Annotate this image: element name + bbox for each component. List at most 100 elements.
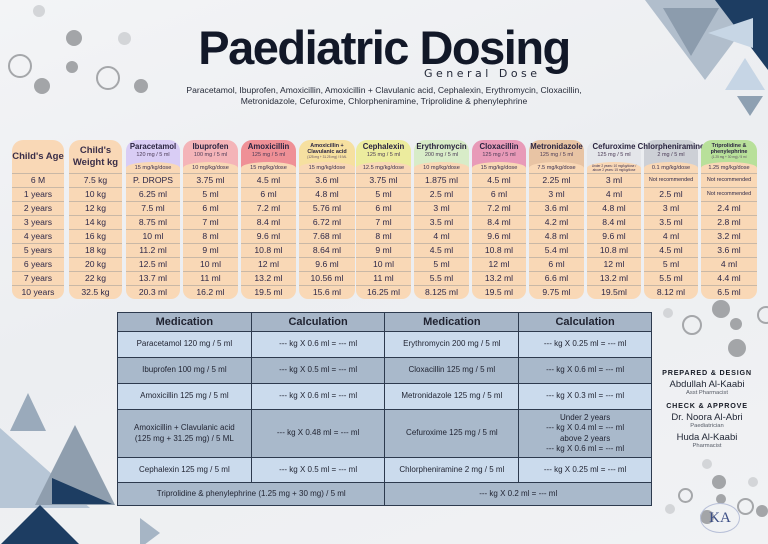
- dose-cell: 4.5 ml: [472, 173, 526, 187]
- dose-cell: 13.2 ml: [472, 271, 526, 285]
- dose-cell: 10 ml: [356, 257, 411, 271]
- cell: 4 years: [12, 229, 64, 243]
- calculation-cell: --- kg X 0.5 ml = --- ml: [250, 357, 386, 384]
- dose-cell: 2.25 ml: [529, 173, 584, 187]
- dose-cell: 4.2 ml: [529, 215, 584, 229]
- dose-cell: 2.5 ml: [644, 187, 698, 201]
- cell: 16 kg: [69, 229, 122, 243]
- dose-cell: 3.75 ml: [183, 173, 238, 187]
- drug-dose: 10 mg/kg/dose: [414, 162, 469, 173]
- dose-cell: 3.6 ml: [529, 201, 584, 215]
- drug-name: Cephalexin: [362, 142, 405, 151]
- column-drug: Cephalexin 125 mg / 5 ml 12.5 mg/kg/dose 3.…: [356, 140, 411, 299]
- dose-cell: 4.8 ml: [299, 187, 355, 201]
- table-row: Triprolidine & phenylephrine (1.25 mg + …: [116, 482, 652, 506]
- calculation-cell: --- kg X 0.48 ml = --- ml: [250, 409, 386, 458]
- dose-cell: 5.76 ml: [299, 201, 355, 215]
- dose-cell: 4 ml: [644, 229, 698, 243]
- drug-concentration: 120 mg / 5 ml: [136, 151, 170, 158]
- drug-name: Amoxicillin + Clavulanic acid: [307, 143, 347, 156]
- column-drug: Paracetamol 120 mg / 5 ml 15 mg/kg/dose P. …: [126, 140, 180, 299]
- cell: 10 years: [12, 285, 64, 299]
- dose-cell: Not recommended: [701, 187, 757, 201]
- dose-cell: 5 ml: [644, 257, 698, 271]
- cell: 10 kg: [69, 187, 122, 201]
- dose-cell: 3.6 ml: [299, 173, 355, 187]
- cell: 5 years: [12, 243, 64, 257]
- calc-line: above 2 years: [559, 433, 611, 443]
- header-calculation-2: Calculation: [518, 312, 652, 332]
- column-cells: Not recommended Not recommended 2.4 ml 2.8 …: [701, 173, 757, 299]
- dose-cell: 10 ml: [126, 229, 180, 243]
- dose-cell: 11.2 ml: [126, 243, 180, 257]
- dose-cell: 8.125 ml: [414, 285, 469, 299]
- dose-cell: 2.4 ml: [701, 201, 757, 215]
- dose-cell: 9 ml: [356, 243, 411, 257]
- calculation-cell: --- kg X 0.2 ml = --- ml: [384, 482, 652, 506]
- dose-cell: 15.6 ml: [299, 285, 355, 299]
- medication-cell: Amoxicillin + Clavulanic acid (125 mg + …: [117, 409, 252, 458]
- dose-cell: 6 ml: [529, 257, 584, 271]
- header-medication-2: Medication: [384, 312, 520, 332]
- dose-cell: 9.75 ml: [529, 285, 584, 299]
- dose-cell: 4 ml: [414, 229, 469, 243]
- column-header: Child's Age: [12, 140, 64, 173]
- medication-cell: Cloxacillin 125 mg / 5 ml: [384, 357, 520, 384]
- dose-cell: 3.5 ml: [414, 215, 469, 229]
- medication-cell: Triprolidine & phenylephrine (1.25 mg + …: [116, 482, 386, 506]
- column-cells: 4.5 ml 6 ml 7.2 ml 8.4 ml 9.6 ml 10.8 ml 12 ml…: [472, 173, 526, 299]
- medication-line: (125 mg + 31.25 mg) / 5 ML: [134, 433, 234, 443]
- dose-cell: 2.8 ml: [701, 215, 757, 229]
- column-drug: Metronidazole 125 mg / 5 ml 7.5 mg/kg/dose…: [529, 140, 584, 299]
- cell: 18 kg: [69, 243, 122, 257]
- column-drug: Amoxicillin + Clavulanic acid (125 mg + 3…: [299, 140, 355, 299]
- dose-cell: 5.4 ml: [529, 243, 584, 257]
- dose-cell: 10.8 ml: [241, 243, 296, 257]
- drug-list: Paracetamol, Ibuprofen, Amoxicillin, Amo…: [150, 85, 618, 107]
- calculation-cell: --- kg X 0.3 ml = --- ml: [518, 383, 652, 410]
- dose-cell: 7 ml: [183, 215, 238, 229]
- drug-dose: 15 mg/kg/dose: [241, 162, 296, 173]
- dose-cell: 6 ml: [183, 201, 238, 215]
- medication-cell: Amoxicillin 125 mg / 5 ml: [117, 383, 252, 410]
- calculation-cell: --- kg X 0.25 ml = --- ml: [518, 457, 652, 483]
- column-cells: P. DROPS 6.25 ml 7.5 ml 8.75 ml 10 ml 11.2 ml…: [126, 173, 180, 299]
- dose-cell: 9.6 ml: [472, 229, 526, 243]
- dose-cell: 10.8 ml: [587, 243, 641, 257]
- table-row: Ibuprofen 100 mg / 5 ml --- kg X 0.5 ml …: [117, 357, 652, 384]
- column-cells: 4.5 ml 6 ml 7.2 ml 8.4 ml 9.6 ml 10.8 ml 12 ml…: [241, 173, 296, 299]
- dose-cell: 5.5 ml: [644, 271, 698, 285]
- credits: PREPARED & DESIGN Abdullah Al-Kaabi Asst…: [652, 368, 762, 449]
- cell: 1 years: [12, 187, 64, 201]
- column-cells: 3.6 ml 4.8 ml 5.76 ml 6.72 ml 7.68 ml 8.64 ml…: [299, 173, 355, 299]
- cell: 22 kg: [69, 271, 122, 285]
- column-header: Cefuroxime 125 mg / 5 ml Under 2 years: 10…: [587, 140, 641, 173]
- drug-name: Cefuroxime: [592, 142, 636, 151]
- column-drug: Amoxicillin 125 mg / 5 ml 15 mg/kg/dose 4.5…: [241, 140, 296, 299]
- dose-cell: P. DROPS: [126, 173, 180, 187]
- drug-list-line-1: Paracetamol, Ibuprofen, Amoxicillin, Amo…: [186, 85, 582, 95]
- column-drug: Triprolidine & phenylephrine (1.25 mg + 3…: [701, 140, 757, 299]
- column-header: Amoxicillin 125 mg / 5 ml 15 mg/kg/dose: [241, 140, 296, 173]
- dose-cell: 8.75 ml: [126, 215, 180, 229]
- dose-cell: 4.8 ml: [529, 229, 584, 243]
- column-drug: Cefuroxime 125 mg / 5 ml Under 2 years: 10…: [587, 140, 641, 299]
- dose-cell: 7.2 ml: [241, 201, 296, 215]
- column-drug: Ibuprofen 100 mg / 5 ml 10 mg/kg/dose 3.75 …: [183, 140, 238, 299]
- column-cells: Not recommended 2.5 ml 3 ml 3.5 ml 4 ml 4.5 m…: [644, 173, 698, 299]
- dose-cell: 16.25 ml: [356, 285, 411, 299]
- drug-dose: 0.1 mg/kg/dose: [644, 162, 698, 173]
- column-header: Ibuprofen 100 mg / 5 ml 10 mg/kg/dose: [183, 140, 238, 173]
- column-drug: Cloxacillin 125 mg / 5 ml 15 mg/kg/dose 4.5…: [472, 140, 526, 299]
- dose-cell: 1.875 ml: [414, 173, 469, 187]
- dose-cell: 6.6 ml: [529, 271, 584, 285]
- column-cells: 2.25 ml 3 ml 3.6 ml 4.2 ml 4.8 ml 5.4 ml 6 ml 6…: [529, 173, 584, 299]
- drug-name: Amoxicillin: [247, 142, 290, 151]
- drug-dose: 15 mg/kg/dose: [299, 162, 355, 173]
- check-label: CHECK & APPROVE: [666, 401, 748, 410]
- dose-cell: 10 ml: [183, 257, 238, 271]
- drug-name: Erythromycin: [416, 142, 467, 151]
- dose-cell: 16.2 ml: [183, 285, 238, 299]
- drug-concentration: 100 mg / 5 ml: [193, 151, 228, 158]
